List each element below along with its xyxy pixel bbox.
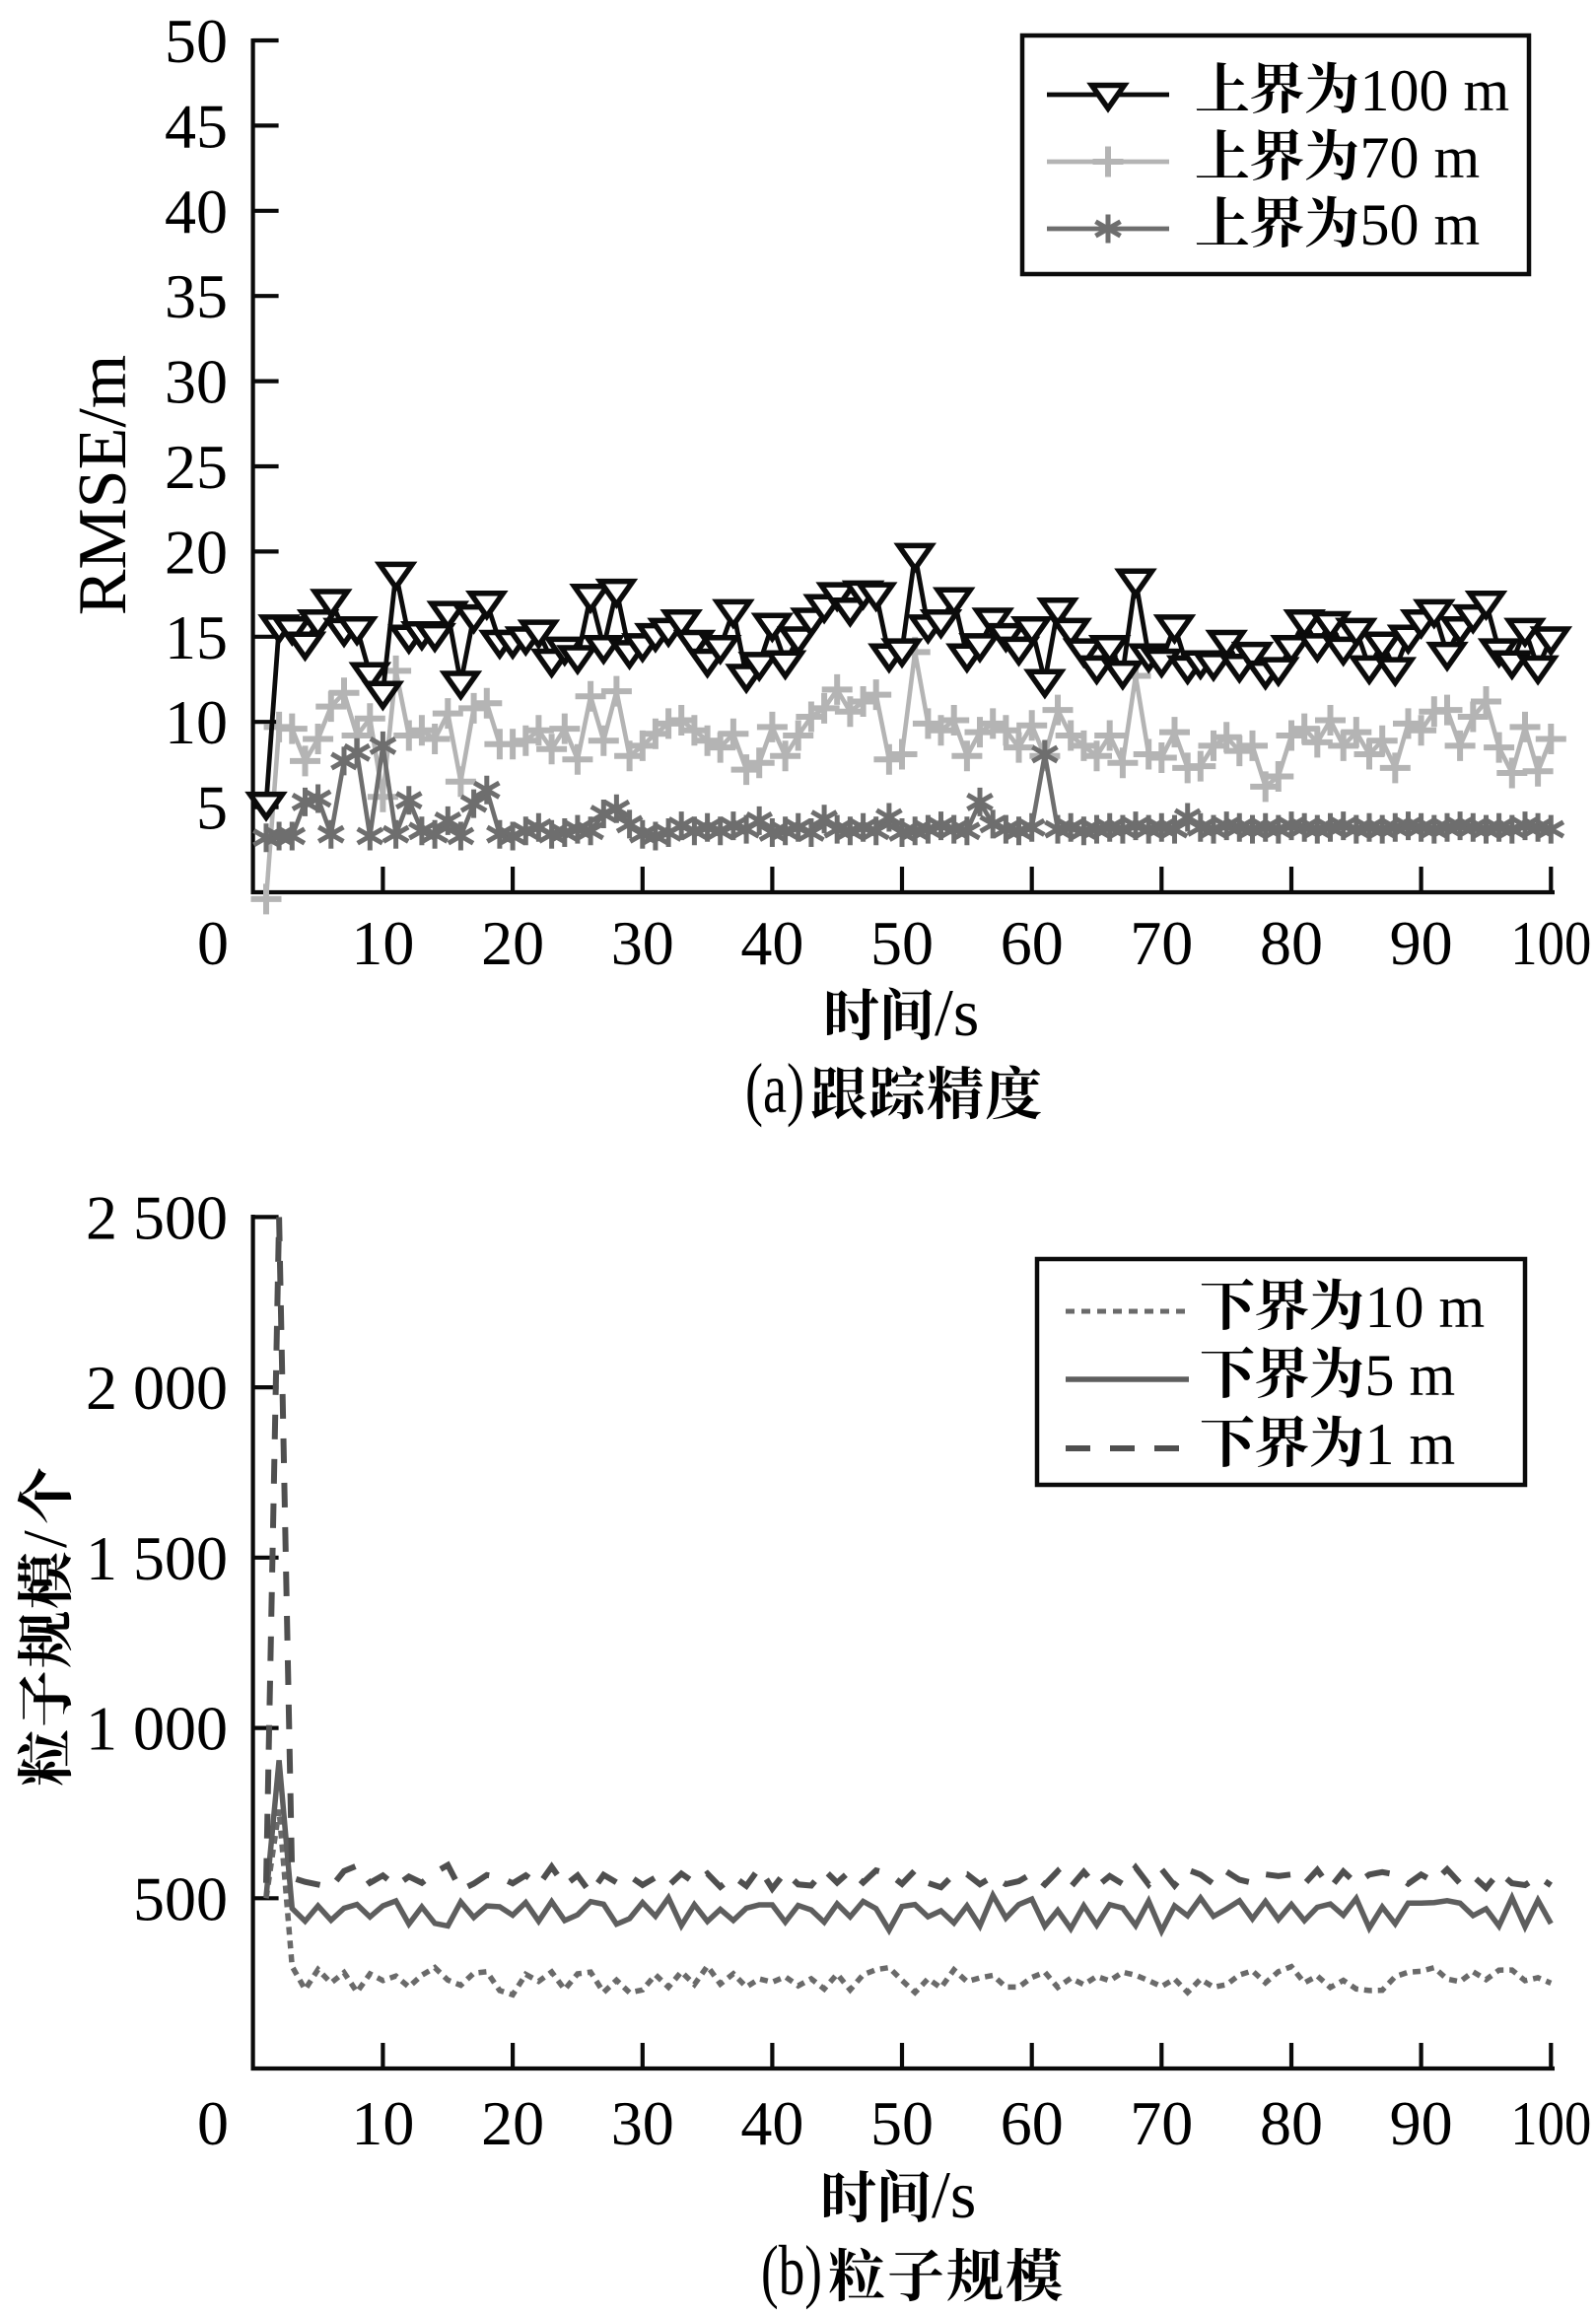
svg-text:1 000: 1 000 (86, 1694, 228, 1764)
svg-text:/s: /s (932, 2157, 976, 2232)
svg-text:/: / (10, 1530, 80, 1548)
svg-text:50 m: 50 m (1360, 192, 1481, 257)
svg-text:80: 80 (1260, 908, 1323, 978)
svg-text:60: 60 (1001, 2088, 1064, 2158)
svg-text:70: 70 (1130, 2088, 1193, 2158)
svg-text:20: 20 (165, 517, 228, 587)
svg-text:20: 20 (481, 2088, 544, 2158)
svg-text:0: 0 (197, 2088, 229, 2158)
svg-text:(b): (b) (761, 2231, 822, 2310)
svg-text:(a): (a) (745, 1049, 804, 1128)
svg-text:80: 80 (1260, 2088, 1323, 2158)
svg-text:50: 50 (870, 2088, 934, 2158)
svg-text:25: 25 (165, 432, 228, 502)
svg-text:90: 90 (1390, 2088, 1453, 2158)
svg-text:35: 35 (165, 261, 228, 331)
svg-text:20: 20 (481, 908, 544, 978)
svg-text:90: 90 (1390, 908, 1453, 978)
svg-text:30: 30 (611, 2088, 674, 2158)
svg-text:30: 30 (165, 347, 228, 417)
svg-text:15: 15 (165, 602, 228, 672)
svg-text:/s: /s (935, 975, 979, 1050)
svg-text:50: 50 (165, 6, 228, 76)
svg-text:40: 40 (740, 2088, 803, 2158)
svg-text:0: 0 (197, 908, 229, 978)
svg-text:2 000: 2 000 (86, 1353, 228, 1423)
svg-text:10 m: 10 m (1365, 1275, 1486, 1340)
svg-text:100 m: 100 m (1360, 58, 1510, 123)
svg-text:60: 60 (1001, 908, 1064, 978)
svg-text:1 m: 1 m (1365, 1412, 1456, 1477)
svg-text:10: 10 (351, 908, 414, 978)
svg-text:100: 100 (1510, 2088, 1591, 2158)
svg-text:70: 70 (1130, 908, 1193, 978)
svg-text:10: 10 (165, 687, 228, 757)
svg-text:5 m: 5 m (1365, 1343, 1456, 1408)
svg-text:30: 30 (611, 908, 674, 978)
svg-text:500: 500 (133, 1863, 228, 1933)
svg-text:40: 40 (165, 176, 228, 246)
svg-text:10: 10 (351, 2088, 414, 2158)
svg-text:1 500: 1 500 (86, 1523, 228, 1593)
svg-text:2 500: 2 500 (86, 1182, 228, 1252)
svg-text:70 m: 70 m (1360, 125, 1481, 190)
svg-text:40: 40 (740, 908, 803, 978)
svg-text:50: 50 (870, 908, 934, 978)
svg-text:45: 45 (165, 91, 228, 161)
svg-text:5: 5 (196, 773, 228, 843)
svg-text:100: 100 (1510, 908, 1591, 978)
svg-text:RMSE/m: RMSE/m (65, 355, 141, 616)
